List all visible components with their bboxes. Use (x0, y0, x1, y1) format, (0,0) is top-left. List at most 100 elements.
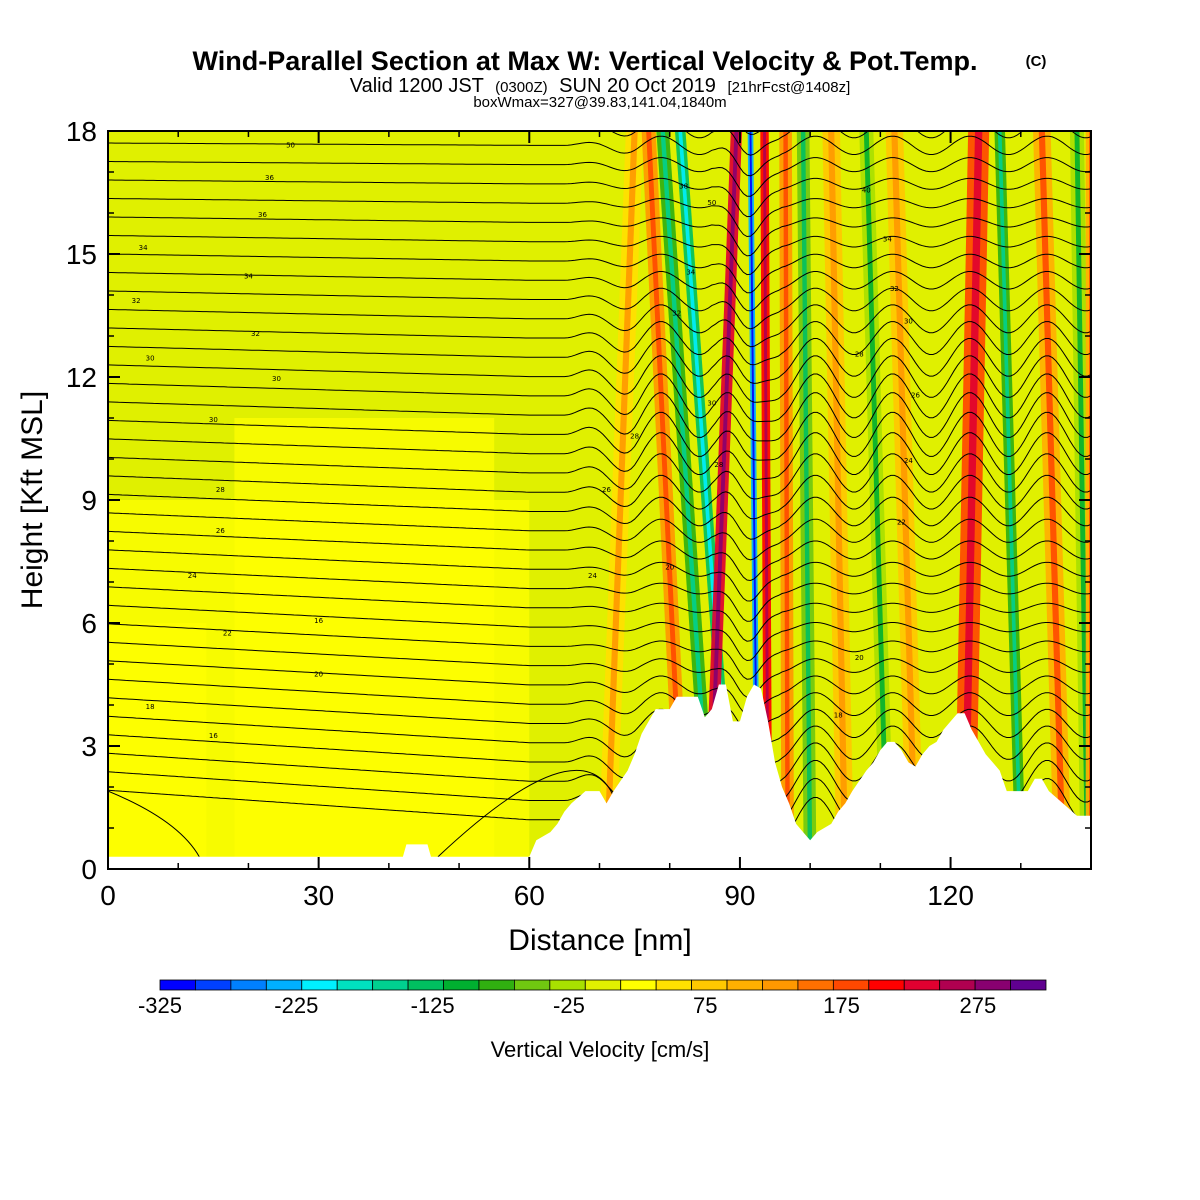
colorbar-label: Vertical Velocity [cm/s] (491, 1037, 710, 1062)
contour-label: 40 (862, 187, 871, 195)
theta-contour (108, 177, 1091, 218)
contour-label: 38 (679, 182, 688, 190)
theta-contour (108, 493, 1091, 540)
colorbar-swatch (939, 979, 976, 991)
w-band-core (763, 131, 770, 869)
colorbar-swatch (372, 979, 409, 991)
contour-label: 30 (707, 400, 716, 408)
w-band-core (997, 131, 1023, 869)
theta-contour (108, 432, 1091, 480)
theta-contour (108, 586, 1091, 642)
theta-contour (108, 321, 1091, 366)
w-band-core (603, 131, 638, 869)
y-tick-label: 18 (66, 116, 97, 147)
theta-contour (108, 678, 1091, 734)
theta-contour (108, 304, 1091, 348)
contour-label: 28 (216, 486, 225, 494)
contour-label: 20 (314, 670, 323, 678)
colorbar-swatch (620, 979, 657, 991)
valid-time-line: Valid 1200 JST (0300Z) SUN 20 Oct 2019 [… (350, 75, 851, 97)
colorbar-tick-label: -25 (553, 993, 585, 1018)
colorbar-swatch (584, 979, 622, 991)
colorbar-swatch (230, 979, 267, 991)
colorbar-swatch (514, 979, 551, 991)
theta-contour (108, 373, 1091, 423)
contour-label: 18 (146, 703, 155, 711)
contour-label: 50 (286, 141, 295, 149)
theta-contour (610, 131, 1091, 156)
theta-contour (108, 287, 1091, 330)
theta-contour (108, 530, 1091, 582)
contour-label: 28 (855, 351, 864, 359)
contour-label: 24 (904, 457, 913, 465)
colorbar-swatch (797, 979, 834, 991)
terrain (108, 684, 1091, 869)
chart-title: Wind-Parallel Section at Max W: Vertical… (193, 46, 978, 76)
colorbar-swatch (868, 979, 905, 991)
colorbar-swatch (1010, 979, 1047, 991)
x-tick-label: 120 (927, 880, 974, 911)
w-band-core (660, 131, 715, 869)
contour-label: 24 (188, 572, 197, 580)
y-tick-label: 3 (81, 731, 97, 762)
colorbar-swatch (336, 979, 374, 991)
theta-contour (108, 392, 1091, 442)
colorbar-swatch (832, 979, 870, 991)
theta-contour (108, 235, 1091, 276)
contour-label: 30 (272, 375, 281, 383)
x-tick-label: 0 (100, 880, 116, 911)
box-wmax-info: boxWmax=327@39.83,141.04,1840m (473, 94, 726, 111)
colorbar-tick-label: 275 (959, 993, 996, 1018)
terrain-mask (108, 684, 1091, 869)
theta-contour (108, 567, 1091, 622)
colorbar-swatch (478, 979, 515, 991)
contour-label: 32 (890, 285, 899, 293)
colorbar-swatch (301, 979, 338, 991)
colorbar-tick-label: -125 (411, 993, 455, 1018)
colorbar-tick-label: 75 (693, 993, 717, 1018)
contour-label: 24 (588, 572, 597, 580)
colorbar-swatch (549, 979, 586, 991)
contour-label: 26 (911, 392, 920, 400)
theta-contour (108, 453, 1091, 500)
w-band-core (646, 131, 687, 869)
w-band-core (863, 131, 890, 869)
contour-label: 22 (223, 629, 232, 637)
w-band-core (749, 131, 759, 869)
w-band-core (960, 131, 983, 869)
colorbar-swatch (159, 979, 196, 991)
contour-label: 30 (904, 318, 913, 326)
theta-contour (108, 355, 1091, 403)
colorbar: -325 -225 -125 -25 75 175 275 (138, 979, 1047, 1018)
theta-contour (108, 135, 1091, 177)
colorbar-swatch (691, 979, 728, 991)
theta-contour (108, 216, 1091, 257)
w-band-core (783, 131, 790, 869)
forecast-info: [21hrFcst@1408z] (727, 79, 850, 96)
theta-contour (108, 198, 1091, 238)
colorbar-swatch (903, 979, 941, 991)
theta-contour (108, 660, 1091, 717)
contour-label: 34 (686, 269, 695, 277)
contour-label: 36 (265, 174, 274, 182)
copyright-mark: (C) (1026, 53, 1047, 70)
x-axis-label: Distance [nm] (508, 924, 691, 957)
theta-contour (108, 549, 1091, 602)
valid-utc: (0300Z) (495, 79, 548, 96)
contour-label: 20 (665, 564, 674, 572)
y-axis-label: Height [Kft MSL] (16, 391, 49, 609)
contour-label: 32 (251, 330, 260, 338)
theta-contour (108, 623, 1091, 680)
contour-label: 26 (602, 486, 611, 494)
colorbar-tick-label: 175 (823, 993, 860, 1018)
vertical-velocity-bands (597, 131, 1091, 869)
contour-label: 18 (834, 711, 843, 719)
contour-label: 36 (258, 211, 267, 219)
colorbar-swatch (726, 979, 763, 991)
contour-label: 16 (314, 617, 323, 625)
colorbar-swatch (655, 979, 692, 991)
valid-date: SUN 20 Oct 2019 (559, 75, 716, 97)
contour-label: 30 (209, 416, 218, 424)
background-zone (108, 623, 207, 869)
